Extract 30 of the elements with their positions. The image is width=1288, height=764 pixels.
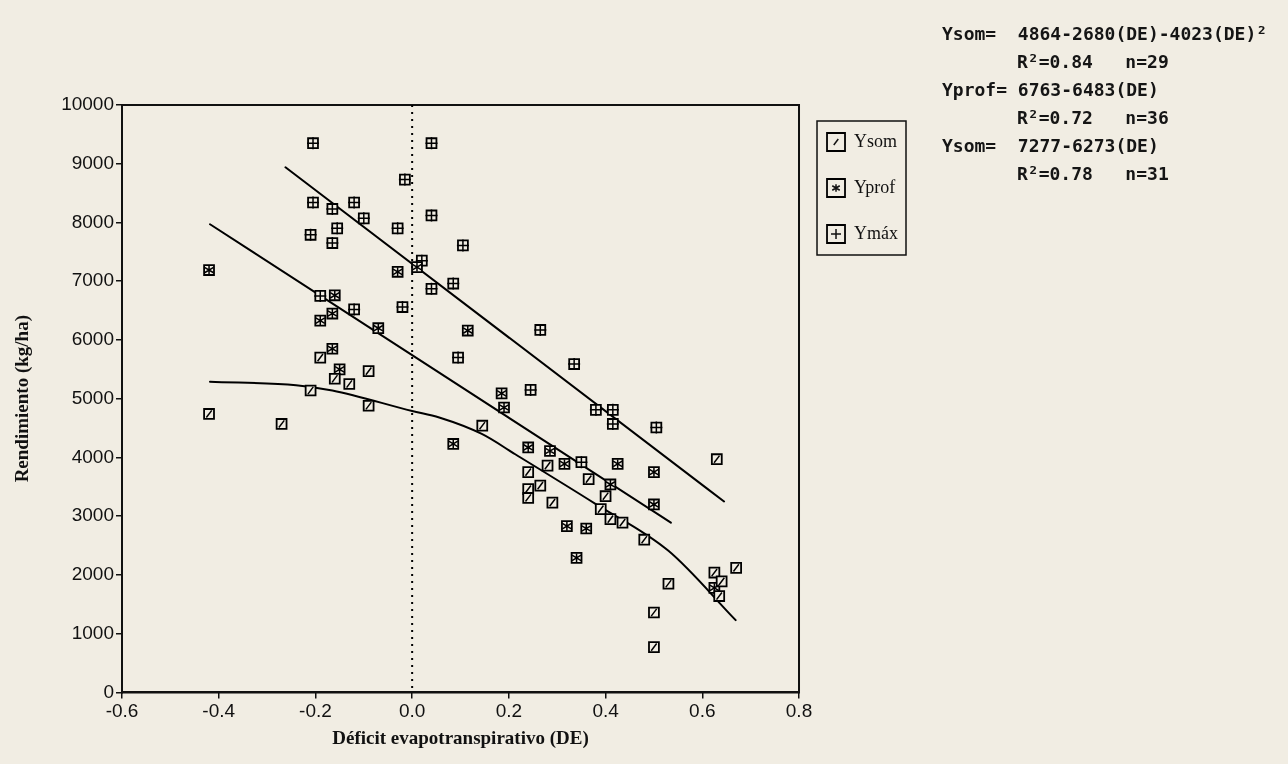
y-axis-title: Rendimiento (kg/ha) [11,315,34,483]
legend-label: Yprof [854,176,896,197]
y-tick-label: 7000 [71,269,114,291]
y-tick-label: 1000 [71,621,114,643]
legend-label: Ymáx [854,222,899,243]
x-tick-label: 0.2 [495,700,523,722]
x-tick-label: 0.0 [398,700,426,722]
text: Ysom= 7277-6273(DE) [942,134,1160,158]
x-tick-label: 0.8 [785,700,813,722]
x-tick-label: 0.4 [592,700,620,722]
x-tick-label: -0.2 [299,700,332,722]
y-tick-label: 10000 [61,93,114,115]
y-tick-label: 9000 [71,151,114,173]
text: R²=0.78 n=31 [1016,162,1170,186]
y-tick-label: 5000 [71,386,114,408]
y-tick-label: 0 [103,680,114,702]
y-tick-label: 6000 [71,328,114,350]
x-axis-title: Déficit evapotranspirativo (DE) [332,726,589,749]
x-tick-label: -0.4 [202,700,236,722]
y-tick-label: 2000 [71,563,114,585]
y-tick-label: 3000 [71,504,114,526]
x-tick-label: -0.6 [105,700,139,722]
legend-label: Ysom [854,130,898,151]
y-tick-label: 8000 [71,210,114,232]
y-tick-label: 4000 [71,445,114,467]
text: R²=0.72 n=36 [1016,106,1170,130]
text: Ysom= 4864-2680(DE)-4023(DE)² [942,22,1268,46]
text: R²=0.84 n=29 [1016,50,1170,74]
text: Yprof= 6763-6483(DE) [942,78,1160,102]
x-tick-label: 0.6 [689,700,716,722]
